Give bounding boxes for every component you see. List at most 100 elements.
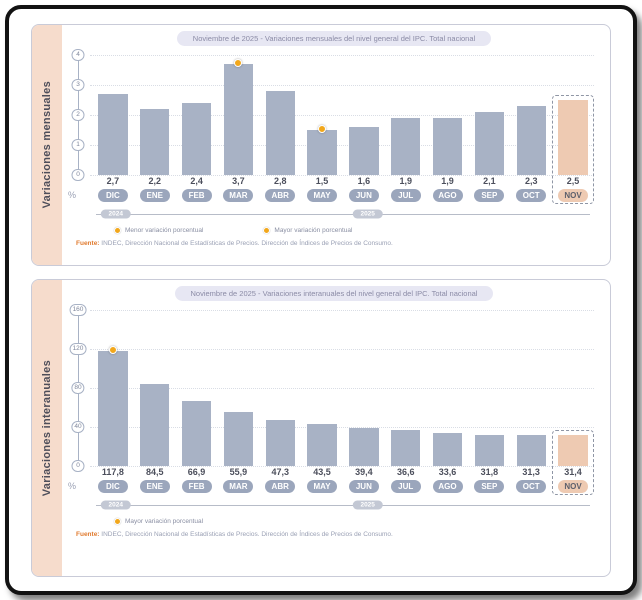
month-label: ABR	[265, 189, 296, 202]
month-label: MAY	[307, 480, 338, 493]
y-axis-tick: 160	[69, 304, 87, 316]
legend-dot-icon	[114, 226, 121, 234]
source-label: Fuente:	[76, 531, 100, 538]
bar-column: 117,8 DIC	[92, 310, 134, 493]
bar-column: 31,4 NOV	[552, 310, 594, 495]
bar	[516, 435, 546, 466]
bar-value: 2,3	[524, 176, 538, 186]
bar-wrap	[92, 55, 134, 175]
bar-column: 39,4 JUN	[343, 310, 385, 493]
infographic-frame: Variaciones mensuales Noviembre de 2025 …	[5, 5, 637, 595]
bar	[98, 346, 128, 466]
max-variation-marker-icon	[234, 59, 243, 67]
month-label: AGO	[432, 480, 463, 493]
chart-body-interannual: % 0 40 80 120 160 117,8 DIC 84,5 ENE 66,9 FEB 55,9…	[68, 304, 600, 495]
bar	[181, 400, 212, 466]
interannual-sidebar: Variaciones interanuales	[32, 280, 62, 576]
bar-column: 2,1 SEP	[468, 55, 510, 202]
bar-value: 2,5	[566, 176, 580, 186]
bar-column: 33,6 AGO	[427, 310, 469, 493]
month-label: DIC	[97, 480, 128, 493]
bar-wrap	[385, 310, 427, 466]
bar	[307, 125, 337, 175]
bar-wrap	[385, 55, 427, 175]
bar-column: 55,9 MAR	[217, 310, 259, 493]
bar	[265, 419, 295, 466]
bar	[516, 106, 546, 175]
bar-column: 1,9 JUL	[385, 55, 427, 202]
bar-wrap	[468, 310, 510, 466]
bar	[474, 435, 504, 466]
year-badge-2024: 2024	[100, 500, 131, 509]
bar-value: 1,5	[315, 176, 329, 186]
current-month-outline	[552, 430, 594, 495]
bar-column: 3,7 MAR	[217, 55, 259, 202]
source-note-interannual: Fuente: INDEC, Dirección Nacional de Est…	[76, 531, 600, 538]
bar-wrap	[343, 310, 385, 466]
gridline	[90, 466, 594, 467]
bar-wrap	[176, 55, 218, 175]
bar	[307, 423, 337, 466]
source-text: INDEC, Dirección Nacional de Estadística…	[101, 240, 393, 247]
axis-unit-label: %	[68, 190, 77, 200]
bar-wrap	[217, 55, 259, 175]
bar-column: 2,3 OCT	[510, 55, 552, 202]
bar-value: 2,1	[483, 176, 496, 186]
sidebar-label-monthly: Variaciones mensuales	[41, 81, 53, 209]
bar-value: 2,2	[148, 176, 161, 186]
monthly-chart-main: Noviembre de 2025 - Variaciones mensuale…	[62, 25, 610, 265]
bar-column: 43,5 MAY	[301, 310, 343, 493]
y-axis-tick: 1	[71, 139, 85, 151]
bar-wrap	[301, 310, 343, 466]
month-label: FEB	[181, 189, 212, 202]
bar-wrap	[468, 55, 510, 175]
month-label: JUL	[390, 480, 421, 493]
bar-wrap	[552, 310, 594, 466]
bar	[223, 59, 254, 175]
month-label: ABR	[265, 480, 296, 493]
bar	[181, 103, 212, 175]
source-label: Fuente:	[76, 240, 100, 247]
bar-wrap	[217, 310, 259, 466]
gridline	[90, 55, 594, 56]
bar-wrap	[92, 310, 134, 466]
y-axis-tick: 4	[71, 49, 85, 61]
bar-column: 2,8 ABR	[259, 55, 301, 202]
bar	[265, 91, 295, 175]
bar-wrap	[301, 55, 343, 175]
bar-value: 43,5	[313, 467, 331, 477]
bar-wrap	[552, 55, 594, 175]
chart-title-monthly: Noviembre de 2025 - Variaciones mensuale…	[176, 31, 492, 46]
bar-wrap	[259, 310, 301, 466]
bar-column: 36,6 JUL	[385, 310, 427, 493]
gridline	[90, 85, 594, 86]
chart-body-monthly: % 0 1 2 3 4 2,7 DIC 2,2 ENE 2,4 FEB 3,7 MAR 2,8 ABR 1,…	[68, 49, 600, 204]
month-label: ENE	[139, 480, 170, 493]
bar	[98, 94, 128, 175]
y-axis-tick: 0	[71, 460, 85, 472]
month-label: MAY	[307, 189, 338, 202]
monthly-sidebar: Variaciones mensuales	[32, 25, 62, 265]
gridline	[90, 388, 594, 389]
bar-value: 31,8	[480, 467, 499, 477]
bar	[474, 112, 504, 175]
legend-label: Mayor variación porcentual	[125, 517, 204, 525]
bar-value: 2,4	[190, 176, 203, 186]
bar-wrap	[510, 55, 552, 175]
bar-value: 31,3	[522, 467, 540, 477]
month-label: NOV	[558, 189, 589, 202]
legend-item: Mayor variación porcentual	[263, 226, 353, 234]
source-text: INDEC, Dirección Nacional de Estadística…	[101, 531, 393, 538]
gridline	[90, 427, 594, 428]
bar-column: 2,2 ENE	[134, 55, 176, 202]
bar-value: 2,7	[106, 176, 120, 186]
legend-label: Mayor variación porcentual	[274, 226, 353, 234]
bar-value: 55,9	[229, 467, 248, 477]
gridline	[90, 310, 594, 311]
bar-column: 2,5 NOV	[552, 55, 594, 204]
min-variation-marker-icon	[318, 125, 327, 133]
bar-wrap	[259, 55, 301, 175]
month-label: JUN	[348, 189, 379, 202]
year-badge-2025: 2025	[352, 500, 383, 509]
month-label: OCT	[516, 480, 547, 493]
